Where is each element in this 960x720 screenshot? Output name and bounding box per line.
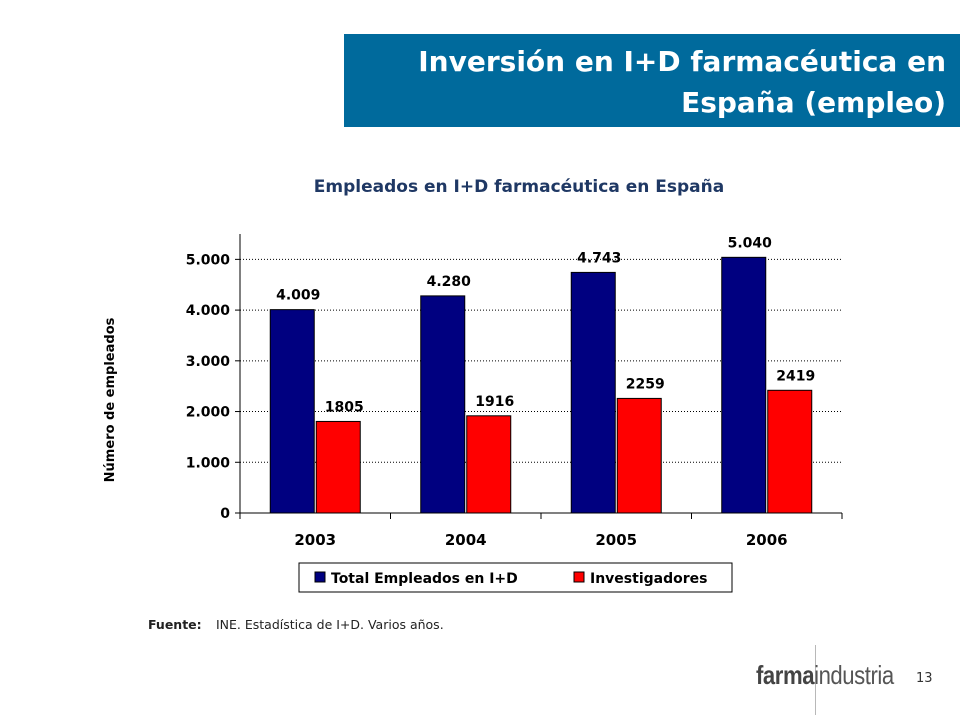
data-label-total: 5.040 (728, 235, 773, 251)
x-tick-label: 2003 (294, 531, 336, 549)
bar-total-empleados (420, 295, 466, 514)
y-tick-label: 1.000 (186, 455, 231, 471)
data-label-investigadores: 1805 (325, 399, 364, 415)
source-text: INE. Estadística de I+D. Varios años. (215, 617, 444, 632)
logo-divider (815, 645, 816, 715)
y-axis-title: Número de empleados (103, 317, 118, 482)
logo-text-bold: farma (756, 660, 815, 690)
legend-swatch-total (314, 571, 326, 583)
x-tick-label: 2004 (445, 531, 487, 549)
y-tick-label: 2.000 (186, 405, 231, 421)
bar-investigadores (315, 420, 361, 514)
bar-investigadores (466, 415, 512, 514)
data-label-investigadores: 2419 (776, 368, 815, 384)
logo-text-light: industria (814, 660, 894, 690)
data-label-investigadores: 1916 (475, 394, 514, 410)
source-label: Fuente: (148, 617, 202, 632)
source-note: Fuente: INE. Estadística de I+D. Varios … (148, 617, 444, 632)
data-label-investigadores: 2259 (626, 376, 665, 392)
data-label-total: 4.743 (577, 250, 621, 266)
x-tick-label: 2005 (595, 531, 637, 549)
x-tick-label: 2006 (746, 531, 788, 549)
legend-box (298, 562, 733, 593)
legend-label-total: Total Empleados en I+D (331, 571, 518, 587)
slide-title-box: Inversión en I+D farmacéutica en España … (344, 34, 960, 127)
chart-title: Empleados en I+D farmacéutica en España (314, 177, 724, 197)
slide-title-line-1: Inversión en I+D farmacéutica en (418, 45, 946, 78)
bar-investigadores (767, 389, 813, 514)
y-tick-label: 5.000 (186, 252, 231, 268)
page-number: 13 (916, 671, 933, 686)
y-tick-label: 0 (220, 506, 230, 522)
y-tick-label: 3.000 (186, 354, 231, 370)
bar-total-empleados (721, 256, 767, 514)
legend-label-investigadores: Investigadores (590, 571, 707, 587)
slide-title-line-2: España (empleo) (681, 86, 946, 119)
data-label-total: 4.280 (427, 274, 472, 290)
bar-total-empleados (269, 309, 315, 514)
bar-investigadores (616, 397, 662, 514)
legend-swatch-investigadores (573, 571, 585, 583)
data-label-total: 4.009 (276, 288, 320, 304)
farmaindustria-logo: farmaindustria (756, 660, 894, 691)
bar-total-empleados (570, 271, 616, 514)
y-tick-label: 4.000 (186, 303, 231, 319)
